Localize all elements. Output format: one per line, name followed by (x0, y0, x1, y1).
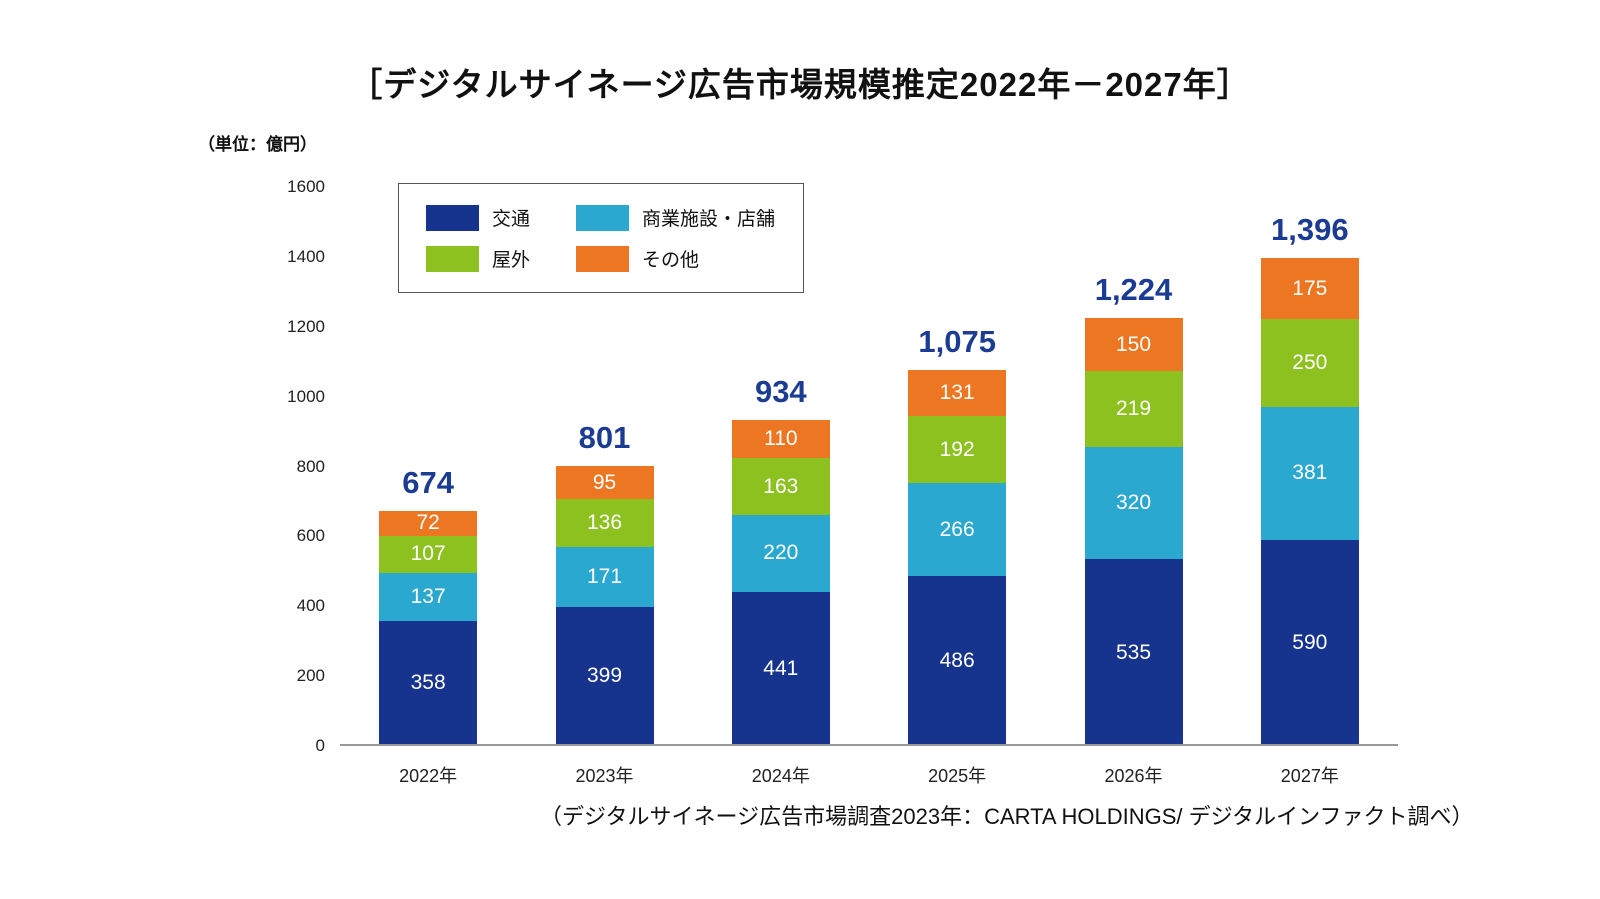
total-label: 1,396 (1271, 212, 1349, 248)
y-tick-label: 600 (296, 526, 325, 546)
bar-segment: 399 (555, 606, 654, 746)
bar-segment: 320 (1084, 447, 1183, 560)
x-tick-label: 2025年 (928, 766, 987, 786)
legend-item-traffic: 交通 (426, 204, 576, 231)
segment-value-label: 266 (939, 517, 975, 541)
bar-segment: 192 (908, 416, 1007, 484)
segment-value-label: 358 (410, 671, 446, 695)
segment-value-label: 72 (416, 511, 440, 535)
segment-value-label: 163 (763, 474, 799, 498)
y-tick-label: 400 (296, 596, 325, 616)
segment-value-label: 219 (1115, 397, 1152, 421)
legend-swatch-commercial (576, 204, 629, 231)
segment-value-label: 441 (763, 656, 799, 680)
segment-value-label: 486 (939, 649, 975, 673)
bar-segment: 220 (731, 515, 830, 592)
bar-segment: 137 (379, 573, 478, 621)
segment-value-label: 320 (1115, 491, 1152, 515)
segment-value-label: 175 (1292, 276, 1328, 300)
y-tick-label: 1200 (287, 316, 325, 336)
segment-value-label: 590 (1292, 630, 1328, 654)
bar-segment: 486 (908, 576, 1007, 746)
bar-segment: 150 (1084, 318, 1183, 371)
y-tick-label: 0 (315, 736, 325, 755)
segment-value-label: 171 (586, 564, 623, 588)
segment-value-label: 381 (1292, 461, 1328, 485)
segment-value-label: 399 (586, 664, 623, 688)
bar-segment: 72 (379, 510, 478, 536)
segment-value-label: 150 (1115, 332, 1152, 356)
bar-segment: 136 (555, 499, 654, 547)
bar-segment: 171 (555, 546, 654, 607)
legend-item-commercial: 商業施設・店舗 (576, 204, 803, 231)
bar-segment: 250 (1260, 319, 1359, 407)
total-label: 1,224 (1094, 272, 1173, 308)
segment-value-label: 107 (410, 542, 446, 566)
total-label: 801 (578, 420, 631, 456)
bar-segment: 107 (379, 535, 478, 574)
bar-segment: 381 (1260, 406, 1359, 540)
source-note: （デジタルサイネージ広告市場調査2023年：CARTA HOLDINGS/ デジ… (540, 804, 1474, 829)
segment-value-label: 192 (939, 437, 975, 461)
segment-value-label: 137 (410, 584, 446, 608)
y-tick-label: 1000 (287, 386, 325, 406)
x-tick-label: 2027年 (1280, 766, 1339, 786)
segment-value-label: 95 (592, 470, 617, 494)
segment-value-label: 535 (1115, 640, 1152, 664)
total-label: 674 (402, 464, 455, 500)
legend-swatch-traffic (426, 204, 479, 231)
segment-value-label: 250 (1292, 351, 1328, 375)
y-tick-label: 800 (296, 456, 325, 476)
legend-label: 交通 (492, 209, 531, 230)
segment-value-label: 131 (939, 381, 975, 405)
y-tick-label: 200 (296, 666, 325, 686)
legend-label: 屋外 (492, 250, 531, 271)
unit-label: （単位：億円） (198, 135, 317, 154)
bar-segment: 175 (1260, 258, 1359, 320)
legend-swatch-outdoor (426, 245, 479, 272)
bar-segment: 535 (1084, 559, 1183, 746)
x-tick-label: 2022年 (399, 766, 458, 786)
chart-title: ［デジタルサイネージ広告市場規模推定2022年－2027年］ (349, 66, 1251, 103)
legend: 交通 商業施設・店舗 屋外 その他 (398, 183, 804, 293)
x-tick-label: 2024年 (751, 766, 810, 786)
y-tick-label: 1600 (287, 177, 325, 196)
segment-value-label: 136 (586, 511, 623, 535)
bar-segment: 163 (731, 458, 830, 516)
bar-segment: 219 (1084, 370, 1183, 448)
x-axis-line (340, 744, 1398, 746)
bar-segment: 590 (1260, 539, 1359, 746)
y-tick-label: 1400 (287, 246, 325, 266)
total-label: 1,075 (918, 324, 996, 360)
legend-swatch-other (576, 245, 629, 272)
x-tick-label: 2026年 (1104, 766, 1163, 786)
bar-segment: 358 (379, 620, 478, 746)
legend-item-other: その他 (576, 245, 803, 272)
total-label: 934 (754, 373, 807, 409)
bar-segment: 266 (908, 483, 1007, 577)
bar-segment: 441 (731, 591, 830, 746)
bar-segment: 131 (908, 370, 1007, 417)
segment-value-label: 220 (763, 541, 799, 565)
legend-label: その他 (642, 250, 700, 271)
legend-label: 商業施設・店舗 (642, 209, 776, 230)
segment-value-label: 110 (764, 426, 798, 450)
bar-segment: 95 (555, 466, 654, 500)
bar-segment: 110 (731, 419, 830, 459)
x-tick-label: 2023年 (575, 766, 634, 786)
legend-item-outdoor: 屋外 (426, 245, 576, 272)
